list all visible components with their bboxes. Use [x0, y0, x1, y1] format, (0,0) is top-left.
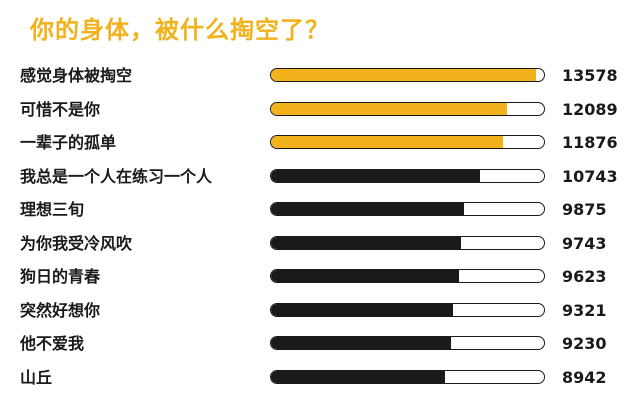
category-label: 突然好想你 — [20, 300, 101, 320]
bar-track — [270, 302, 545, 317]
bar — [271, 102, 507, 115]
bar-row: 狗日的青春 9623 — [0, 263, 640, 290]
bar-chart: 感觉身体被掏空 13578 可惜不是你 12089 一辈子的孤单 11876 我总是一个人在… — [0, 62, 640, 397]
value-label: 9623 — [562, 267, 607, 286]
category-label: 我总是一个人在练习一个人 — [20, 166, 213, 186]
chart-title: 你的身体，被什么掏空了？ — [30, 16, 330, 44]
bar-row: 他不爱我 9230 — [0, 330, 640, 357]
bar-row: 可惜不是你 12089 — [0, 96, 640, 123]
bar-row: 为你我受冷风吹 9743 — [0, 230, 640, 257]
bar-track — [270, 235, 545, 250]
bar-track — [270, 369, 545, 384]
value-label: 11876 — [562, 133, 618, 152]
bar-track — [270, 269, 545, 283]
bar — [271, 136, 503, 148]
category-label: 他不爱我 — [20, 334, 85, 353]
value-label: 12089 — [562, 99, 618, 119]
bar-row: 我总是一个人在练习一个人 10743 — [0, 163, 640, 190]
bar — [271, 337, 451, 349]
bar-track — [270, 202, 545, 216]
value-label: 8942 — [562, 367, 607, 387]
category-label: 理想三旬 — [20, 200, 85, 219]
bar — [271, 203, 464, 215]
bar — [271, 303, 453, 316]
value-label: 9875 — [562, 200, 607, 219]
bar-track — [270, 101, 545, 116]
category-label: 狗日的青春 — [20, 267, 101, 286]
bar — [271, 236, 461, 249]
category-label: 一辈子的孤单 — [20, 133, 117, 152]
bar-track — [270, 336, 545, 350]
value-label: 9321 — [562, 300, 607, 320]
bar-track — [270, 68, 545, 82]
bar-row: 一辈子的孤单 11876 — [0, 129, 640, 156]
bar — [271, 169, 481, 182]
bar — [271, 270, 459, 282]
bar-row: 感觉身体被掏空 13578 — [0, 62, 640, 89]
value-label: 9743 — [562, 233, 607, 253]
bar-track — [270, 135, 545, 149]
value-label: 10743 — [562, 166, 618, 186]
category-label: 为你我受冷风吹 — [20, 233, 133, 253]
bar-row: 山丘 8942 — [0, 364, 640, 391]
bar-track — [270, 168, 545, 183]
bar — [271, 69, 536, 81]
bar-row: 理想三旬 9875 — [0, 196, 640, 223]
value-label: 9230 — [562, 334, 607, 353]
category-label: 可惜不是你 — [20, 99, 101, 119]
category-label: 山丘 — [20, 367, 53, 387]
category-label: 感觉身体被掏空 — [20, 66, 133, 85]
value-label: 13578 — [562, 66, 618, 85]
bar-row: 突然好想你 9321 — [0, 297, 640, 324]
bar — [271, 370, 446, 383]
